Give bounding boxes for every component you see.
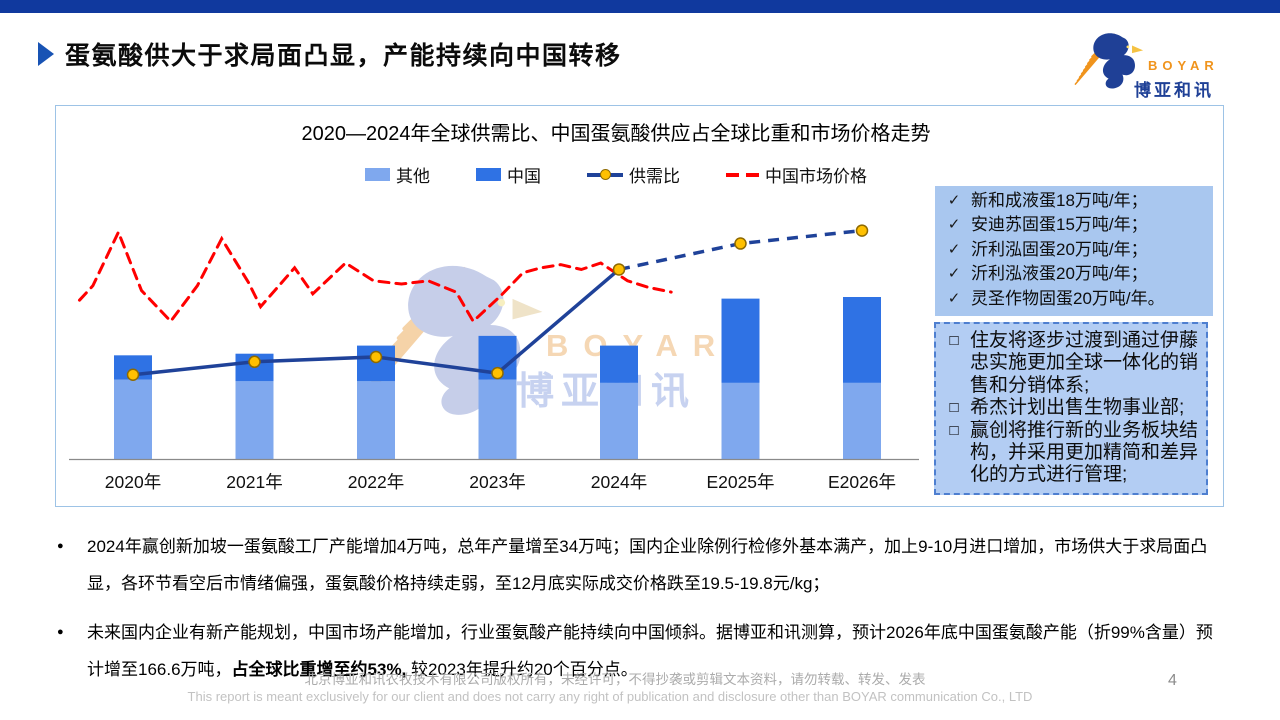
- boyar-bird-icon: [1074, 33, 1144, 89]
- price-line: [78, 228, 673, 324]
- footer-copyright-en: This report is meant exclusively for our…: [187, 689, 1033, 704]
- square-bullet-icon: □: [949, 332, 959, 349]
- summary-bullets: ● 2024年赢创新加坡一蛋氨酸工厂产能增加4万吨，总年产量增至34万吨；国内企…: [55, 528, 1225, 700]
- x-axis-label: 2021年: [226, 472, 282, 492]
- capacity-text: 安迪苏固蛋15万吨/年；: [971, 215, 1148, 235]
- legend-swatch-other: [365, 168, 390, 181]
- legend-label: 中国: [507, 167, 541, 186]
- chart-card: BOYAR 博亚和讯 2020—2024年全球供需比、中国蛋氨酸供应占全球比重和…: [55, 105, 1224, 507]
- bar-other: [478, 379, 517, 459]
- supply-demand-line-forecast: [618, 228, 863, 272]
- page-title: 蛋氨酸供大于求局面凸显，产能持续向中国转移: [65, 42, 622, 70]
- x-axis-label: E2026年: [828, 472, 896, 492]
- capacity-item: ✓ 安迪苏固蛋15万吨/年；: [937, 213, 1209, 237]
- line-marker: [126, 368, 140, 382]
- capacity-item: ✓ 沂利泓固蛋20万吨/年；: [937, 238, 1209, 262]
- check-icon: ✓: [947, 240, 961, 258]
- check-icon: ✓: [947, 216, 961, 234]
- line-marker: [491, 366, 504, 380]
- bar-other: [357, 381, 395, 459]
- bullet-2-bold-text: 占全球比重增至约53%,: [231, 660, 407, 679]
- boyar-logo: BOYAR 博亚和讯: [1072, 18, 1228, 102]
- capacity-text: 沂利泓固蛋20万吨/年；: [971, 239, 1148, 259]
- check-icon: ✓: [947, 289, 961, 307]
- line-marker: [612, 263, 626, 276]
- bar-other: [843, 382, 881, 459]
- capacity-text: 沂利泓液蛋20万吨/年；: [971, 264, 1148, 284]
- company-item: □ 希杰计划出售生物事业部;: [938, 397, 1202, 419]
- company-text: 赢创将推行新的业务板块结构，并采用更加精简和差异化的方式进行管理;: [970, 419, 1199, 486]
- legend-swatch-line-icon: [587, 168, 623, 180]
- capacity-item: ✓ 沂利泓液蛋20万吨/年；: [937, 262, 1209, 286]
- legend-label: 其他: [396, 167, 430, 186]
- bullet-2-text-end: 较2023年提升约20个百分点。: [406, 660, 638, 679]
- logo-text-cn: 博亚和讯: [1134, 81, 1214, 100]
- chart-title: 2020—2024年全球供需比、中国蛋氨酸供应占全球比重和市场价格走势: [301, 123, 931, 145]
- title-row: 蛋氨酸供大于求局面凸显，产能持续向中国转移: [38, 36, 622, 72]
- bar-other: [721, 382, 760, 459]
- bullet-2: ● 未来国内企业有新产能规划，中国市场产能增加，行业蛋氨酸产能持续向中国倾斜。据…: [55, 614, 1225, 688]
- line-marker: [855, 224, 869, 237]
- top-accent-bar: [0, 0, 1280, 13]
- legend-swatch-dash-icon: [726, 172, 759, 177]
- capacity-text: 新和成液蛋18万吨/年；: [971, 191, 1148, 210]
- bullet-2-text: 未来国内企业有新产能规划，中国市场产能增加，行业蛋氨酸产能持续向中国倾斜。据博亚…: [87, 623, 1213, 679]
- company-item: □ 赢创将推行新的业务板块结构，并采用更加精简和差异化的方式进行管理;: [938, 420, 1202, 487]
- line-marker: [248, 355, 261, 369]
- chart-legend: 其他 中国 供需比 中国市场价格: [216, 162, 1016, 187]
- company-item: □ 住友将逐步过渡到通过伊藤忠实施更加全球一体化的销售和分销体系;: [938, 330, 1202, 397]
- company-news-box: □ 住友将逐步过渡到通过伊藤忠实施更加全球一体化的销售和分销体系; □ 希杰计划…: [934, 322, 1208, 495]
- x-axis-label: 2022年: [348, 472, 404, 492]
- legend-item-china: 中国: [476, 162, 541, 187]
- bar-china: [721, 298, 760, 383]
- bar-other: [600, 382, 638, 459]
- bullet-icon: ●: [57, 626, 64, 638]
- check-icon: ✓: [947, 265, 961, 283]
- square-bullet-icon: □: [949, 399, 959, 417]
- capacity-note-box: ✓ 新和成液蛋18万吨/年； ✓ 安迪苏固蛋15万吨/年； ✓ 沂利泓固蛋20万…: [935, 186, 1213, 317]
- x-axis-label: 2023年: [469, 472, 525, 492]
- capacity-text: 灵圣作物固蛋20万吨/年。: [971, 288, 1165, 308]
- check-icon: ✓: [947, 192, 961, 209]
- square-bullet-icon: □: [949, 421, 959, 439]
- title-arrow-icon: [38, 42, 54, 66]
- legend-item-price: 中国市场价格: [726, 162, 867, 187]
- legend-label: 中国市场价格: [765, 167, 867, 186]
- company-text: 希杰计划出售生物事业部;: [970, 397, 1185, 419]
- logo-text-en: BOYAR: [1148, 58, 1219, 73]
- company-text: 住友将逐步过渡到通过伊藤忠实施更加全球一体化的销售和分销体系;: [970, 330, 1199, 396]
- legend-item-other: 其他: [365, 162, 430, 187]
- x-axis-label: 2020年: [105, 472, 161, 492]
- bar-china: [843, 297, 881, 383]
- bar-china: [600, 345, 638, 383]
- line-marker: [369, 350, 383, 364]
- x-axis-label: 2024年: [591, 472, 647, 492]
- footer-copyright-cn: 北京博亚和讯农牧技术有限公司版权所有，未经许可，不得抄袭或剪辑文本资料，请勿转载…: [304, 672, 926, 687]
- legend-item-supply-demand: 供需比: [587, 162, 680, 187]
- bar-other: [235, 381, 274, 459]
- legend-label: 供需比: [629, 167, 680, 186]
- bullet-1: ● 2024年赢创新加坡一蛋氨酸工厂产能增加4万吨，总年产量增至34万吨；国内企…: [55, 528, 1225, 602]
- bullet-1-text: 2024年赢创新加坡一蛋氨酸工厂产能增加4万吨，总年产量增至34万吨；国内企业除…: [87, 537, 1208, 593]
- x-axis-label: E2025年: [706, 472, 774, 492]
- bar-other: [114, 379, 152, 459]
- legend-swatch-china: [476, 168, 501, 181]
- capacity-item: ✓ 新和成液蛋18万吨/年；: [937, 189, 1209, 213]
- bullet-icon: ●: [57, 540, 64, 552]
- line-marker: [734, 237, 747, 250]
- page-number: 4: [1168, 672, 1177, 689]
- chart-plot: 2020年 2021年 2022年 2023年 2024年 E2025年 E2026年: [69, 224, 919, 492]
- capacity-item: ✓ 灵圣作物固蛋20万吨/年。: [937, 287, 1209, 311]
